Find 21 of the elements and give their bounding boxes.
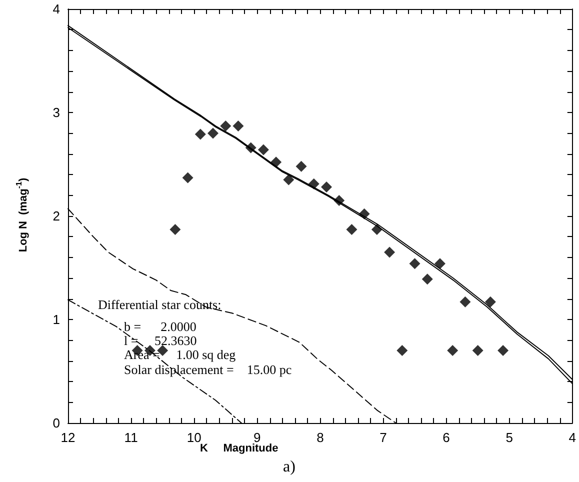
x-tick-label: 10 — [186, 430, 202, 445]
x-tick-label: 9 — [254, 430, 261, 445]
x-tick-label: 5 — [506, 430, 513, 445]
x-tick-label: 12 — [60, 430, 76, 445]
y-tick-label: 3 — [52, 105, 60, 120]
y-axis-title: Log N (mag-1) — [14, 178, 30, 252]
annotation: Differential star counts: — [98, 297, 222, 312]
x-tick-label: 6 — [442, 430, 450, 445]
x-tick-label: 7 — [380, 430, 387, 445]
y-tick-label: 4 — [52, 2, 60, 16]
text: a) — [283, 458, 296, 476]
x-axis-title: K Magnitude — [200, 442, 278, 454]
annotation: Area = 1.00 sq deg — [124, 347, 236, 362]
y-tick-label: 1 — [52, 312, 60, 327]
y-tick-label: 2 — [52, 208, 60, 224]
y-tick-label: 0 — [52, 416, 60, 430]
annotation: b = 2.0000 — [124, 319, 196, 334]
annotation: Solar displacement = 15.00 pc — [124, 362, 292, 377]
x-tick-label: 4 — [568, 430, 576, 445]
x-tick-label: 11 — [124, 430, 138, 445]
x-tick-label: 8 — [316, 430, 324, 445]
